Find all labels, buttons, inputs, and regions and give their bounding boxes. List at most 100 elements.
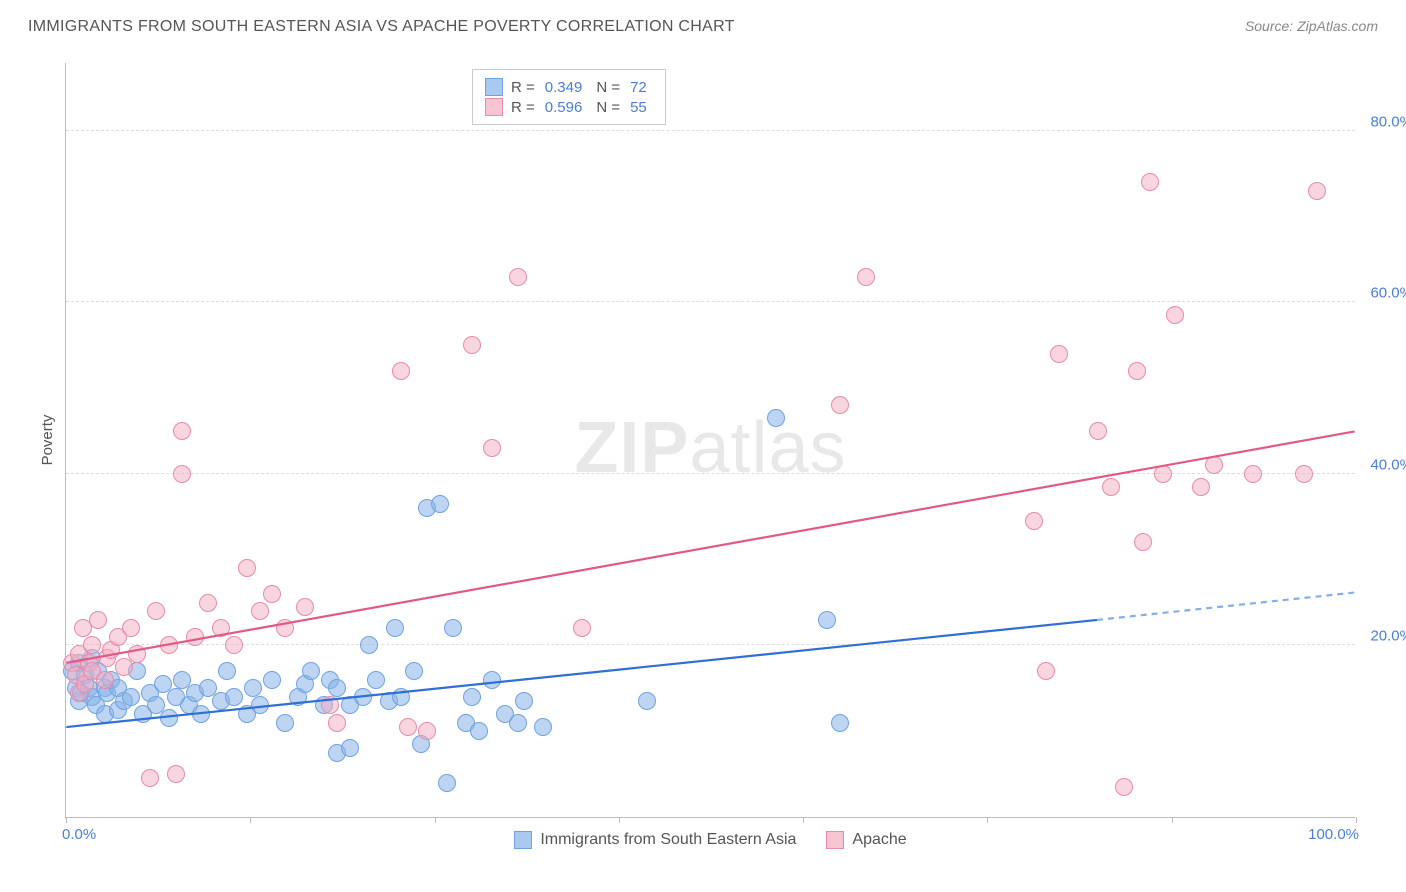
legend-item-series2: Apache <box>826 831 906 849</box>
point-series1 <box>818 611 836 629</box>
x-tick <box>803 817 804 823</box>
point-series2 <box>509 268 527 286</box>
point-series1 <box>244 679 262 697</box>
x-tick <box>250 817 251 823</box>
point-series1 <box>360 636 378 654</box>
point-series1 <box>438 774 456 792</box>
point-series2 <box>1115 778 1133 796</box>
point-series1 <box>302 662 320 680</box>
point-series1 <box>638 692 656 710</box>
point-series2 <box>1205 456 1223 474</box>
point-series2 <box>831 396 849 414</box>
x-tick <box>435 817 436 823</box>
point-series2 <box>128 645 146 663</box>
x-tick <box>66 817 67 823</box>
point-series2 <box>199 594 217 612</box>
point-series2 <box>251 602 269 620</box>
legend-label-series1: Immigrants from South Eastern Asia <box>540 831 796 849</box>
y-tick-label: 40.0% <box>1370 456 1406 473</box>
stats-swatch-blue <box>485 78 503 96</box>
y-tick-label: 20.0% <box>1370 628 1406 645</box>
point-series2 <box>147 602 165 620</box>
y-tick-label: 60.0% <box>1370 285 1406 302</box>
point-series2 <box>276 619 294 637</box>
point-series2 <box>1089 422 1107 440</box>
point-series1 <box>263 671 281 689</box>
point-series1 <box>444 619 462 637</box>
point-series1 <box>463 688 481 706</box>
gridline <box>66 301 1355 302</box>
point-series1 <box>251 696 269 714</box>
point-series1 <box>341 739 359 757</box>
point-series1 <box>405 662 423 680</box>
point-series2 <box>238 559 256 577</box>
x-tick <box>987 817 988 823</box>
point-series1 <box>509 714 527 732</box>
point-series2 <box>167 765 185 783</box>
legend-swatch-pink <box>826 831 844 849</box>
y-axis-title: Poverty <box>39 415 56 466</box>
point-series2 <box>160 636 178 654</box>
point-series2 <box>1128 362 1146 380</box>
point-series2 <box>1308 182 1326 200</box>
point-series2 <box>1192 478 1210 496</box>
point-series1 <box>225 688 243 706</box>
legend-item-series1: Immigrants from South Eastern Asia <box>514 831 796 849</box>
point-series2 <box>399 718 417 736</box>
point-series2 <box>1050 345 1068 363</box>
plot-area: ZIPatlas R = 0.349 N = 72 R = 0.596 N = … <box>65 63 1355 818</box>
point-series1 <box>767 409 785 427</box>
point-series1 <box>831 714 849 732</box>
point-series2 <box>1244 465 1262 483</box>
point-series1 <box>431 495 449 513</box>
point-series2 <box>321 696 339 714</box>
point-series2 <box>1102 478 1120 496</box>
chart-title: IMMIGRANTS FROM SOUTH EASTERN ASIA VS AP… <box>28 18 735 36</box>
point-series2 <box>296 598 314 616</box>
point-series1 <box>160 709 178 727</box>
watermark: ZIPatlas <box>574 407 846 489</box>
x-tick <box>1356 817 1357 823</box>
point-series1 <box>328 679 346 697</box>
point-series2 <box>212 619 230 637</box>
point-series2 <box>573 619 591 637</box>
chart-header: IMMIGRANTS FROM SOUTH EASTERN ASIA VS AP… <box>0 0 1406 46</box>
point-series1 <box>367 671 385 689</box>
point-series1 <box>386 619 404 637</box>
gridline <box>66 130 1355 131</box>
legend-swatch-blue <box>514 831 532 849</box>
point-series2 <box>1025 512 1043 530</box>
point-series2 <box>1295 465 1313 483</box>
point-series2 <box>141 769 159 787</box>
point-series1 <box>354 688 372 706</box>
x-tick <box>1172 817 1173 823</box>
point-series2 <box>857 268 875 286</box>
point-series1 <box>483 671 501 689</box>
stats-row-series1: R = 0.349 N = 72 <box>485 78 653 96</box>
point-series2 <box>463 336 481 354</box>
point-series2 <box>122 619 140 637</box>
point-series2 <box>89 611 107 629</box>
y-tick-label: 80.0% <box>1370 113 1406 130</box>
point-series2 <box>225 636 243 654</box>
point-series2 <box>1154 465 1172 483</box>
chart-container: Poverty ZIPatlas R = 0.349 N = 72 R = 0.… <box>50 55 1390 825</box>
legend: Immigrants from South Eastern Asia Apach… <box>66 831 1355 849</box>
point-series2 <box>328 714 346 732</box>
point-series2 <box>83 636 101 654</box>
legend-label-series2: Apache <box>852 831 906 849</box>
stats-row-series2: R = 0.596 N = 55 <box>485 98 653 116</box>
point-series2 <box>186 628 204 646</box>
point-series1 <box>122 688 140 706</box>
point-series2 <box>1134 533 1152 551</box>
x-tick <box>619 817 620 823</box>
point-series1 <box>276 714 294 732</box>
point-series1 <box>470 722 488 740</box>
point-series2 <box>1141 173 1159 191</box>
point-series2 <box>96 671 114 689</box>
stats-box: R = 0.349 N = 72 R = 0.596 N = 55 <box>472 69 666 125</box>
point-series2 <box>483 439 501 457</box>
point-series2 <box>173 422 191 440</box>
point-series2 <box>173 465 191 483</box>
source-label: Source: ZipAtlas.com <box>1245 18 1378 36</box>
